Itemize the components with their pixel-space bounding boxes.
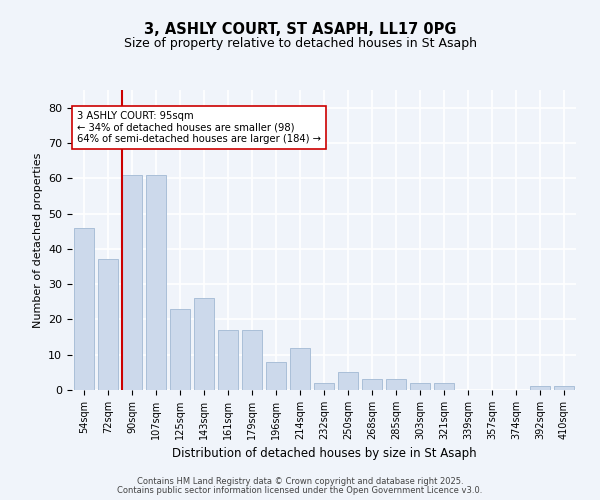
Bar: [410, 383, 430, 390]
Bar: [362, 380, 382, 390]
Bar: [74, 228, 94, 390]
Bar: [266, 362, 286, 390]
Bar: [218, 330, 238, 390]
Text: 3 ASHLY COURT: 95sqm
← 34% of detached houses are smaller (98)
64% of semi-detac: 3 ASHLY COURT: 95sqm ← 34% of detached h…: [77, 111, 321, 144]
Y-axis label: Number of detached properties: Number of detached properties: [32, 152, 43, 328]
Bar: [434, 383, 454, 390]
Bar: [122, 174, 142, 390]
Bar: [170, 309, 190, 390]
Text: Size of property relative to detached houses in St Asaph: Size of property relative to detached ho…: [124, 38, 476, 51]
Bar: [338, 372, 358, 390]
Text: 3, ASHLY COURT, ST ASAPH, LL17 0PG: 3, ASHLY COURT, ST ASAPH, LL17 0PG: [144, 22, 456, 38]
X-axis label: Distribution of detached houses by size in St Asaph: Distribution of detached houses by size …: [172, 448, 476, 460]
Bar: [386, 380, 406, 390]
Bar: [530, 386, 550, 390]
Text: Contains public sector information licensed under the Open Government Licence v3: Contains public sector information licen…: [118, 486, 482, 495]
Bar: [98, 260, 118, 390]
Bar: [314, 383, 334, 390]
Text: Contains HM Land Registry data © Crown copyright and database right 2025.: Contains HM Land Registry data © Crown c…: [137, 477, 463, 486]
Bar: [242, 330, 262, 390]
Bar: [554, 386, 574, 390]
Bar: [146, 174, 166, 390]
Bar: [290, 348, 310, 390]
Bar: [194, 298, 214, 390]
